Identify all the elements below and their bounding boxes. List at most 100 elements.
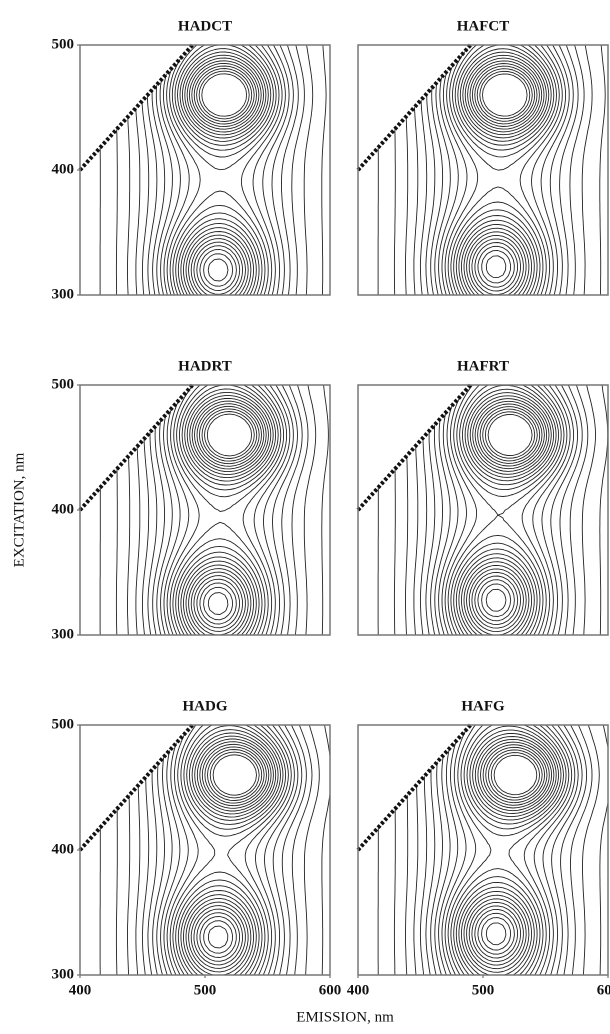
contour-line: [127, 725, 131, 975]
contour-line: [460, 392, 552, 635]
x-axis-label: EMISSION, nm: [296, 1009, 394, 1025]
contour-line: [115, 725, 118, 975]
contour-line: [193, 65, 255, 295]
contour-line: [199, 408, 258, 625]
scatter-band: [356, 43, 472, 172]
contours: [377, 725, 608, 975]
x-tick-label: 600: [319, 982, 342, 998]
contour-line: [201, 73, 248, 282]
contour-line: [177, 45, 272, 295]
contour-line: [184, 54, 264, 295]
plot-frame: [79, 384, 331, 636]
contour-line: [152, 385, 303, 635]
contour-line: [190, 741, 270, 969]
contour-line: [419, 45, 593, 295]
contour-line: [425, 725, 593, 975]
y-tick-label: 400: [52, 841, 75, 857]
contour-line: [458, 388, 555, 635]
contour-line: [160, 385, 294, 635]
contour-line: [196, 405, 260, 629]
contour-line: [441, 725, 576, 975]
contour-line: [393, 385, 396, 635]
contour-line: [430, 45, 579, 295]
contour-line: [127, 385, 131, 635]
contour-line: [193, 403, 262, 632]
contour-line: [419, 385, 596, 635]
contours: [99, 45, 327, 295]
contour-line: [458, 729, 560, 975]
contour-line: [453, 725, 564, 975]
contour-line: [450, 385, 562, 635]
contour-line: [180, 388, 274, 635]
contour-line: [455, 725, 562, 975]
scatter-band: [356, 723, 472, 852]
plot-frame: [357, 384, 609, 636]
contour-line: [450, 45, 557, 295]
scatter-band: [78, 383, 194, 512]
contour-line: [190, 400, 265, 635]
contour-line: [126, 45, 131, 295]
contour-line: [393, 45, 396, 295]
contour-line: [458, 48, 550, 295]
contour-line: [463, 54, 545, 295]
x-tick-label: 400: [69, 982, 92, 998]
contour-line: [481, 752, 541, 951]
scatter-band: [78, 43, 194, 172]
panel-title: HADG: [183, 698, 228, 714]
contour-line: [468, 60, 540, 295]
contour-line: [447, 725, 570, 975]
contour-line: [477, 408, 538, 622]
contour-line: [463, 736, 555, 973]
contour-line: [196, 746, 265, 962]
y-axis-label: EXCITATION, nm: [11, 452, 27, 567]
y-tick-label: 400: [52, 161, 75, 177]
y-tick-label: 500: [52, 376, 75, 392]
contour-line: [171, 45, 277, 295]
contour-line: [413, 385, 608, 635]
y-tick-label: 500: [52, 36, 75, 52]
contour-line: [471, 744, 548, 963]
contour-line: [405, 385, 409, 635]
x-tick-label: 500: [194, 982, 217, 998]
y-tick-label: 300: [52, 966, 75, 982]
contour-line: [441, 45, 567, 295]
contours: [99, 385, 329, 635]
contour-line: [203, 411, 255, 621]
contour-line: [430, 385, 583, 635]
contour-line: [466, 398, 548, 635]
x-tick-label: 500: [472, 982, 495, 998]
contour-line: [476, 68, 533, 288]
panel-title: HAFG: [461, 698, 505, 714]
contour-line: [172, 725, 287, 975]
contour-line: [450, 725, 567, 975]
contour-line: [466, 57, 543, 295]
contour-line: [455, 385, 557, 635]
contour-line: [156, 385, 298, 635]
contour-line: [471, 403, 543, 629]
contour-line: [453, 385, 560, 635]
contour-line: [444, 725, 573, 975]
contour-line: [447, 45, 560, 295]
contour-line: [206, 413, 253, 615]
contour-line: [474, 65, 536, 292]
contour-line: [463, 395, 550, 635]
contour-line: [175, 385, 279, 635]
contour-line: [485, 754, 538, 946]
contour-line: [169, 45, 280, 295]
contour-line: [474, 746, 546, 959]
contour-line: [444, 385, 568, 635]
contour-line: [159, 45, 290, 295]
y-tick-label: 300: [52, 626, 75, 642]
plot-frame: [357, 44, 609, 296]
contours: [377, 385, 608, 635]
contour-line: [185, 735, 274, 975]
contour-line: [198, 70, 250, 287]
contour-line: [177, 385, 277, 635]
contour-line: [471, 63, 538, 295]
contour-line: [453, 45, 555, 295]
contour-line: [482, 73, 528, 279]
contour-line: [468, 741, 550, 966]
plot-frame: [79, 724, 331, 976]
contour-line: [477, 749, 543, 955]
